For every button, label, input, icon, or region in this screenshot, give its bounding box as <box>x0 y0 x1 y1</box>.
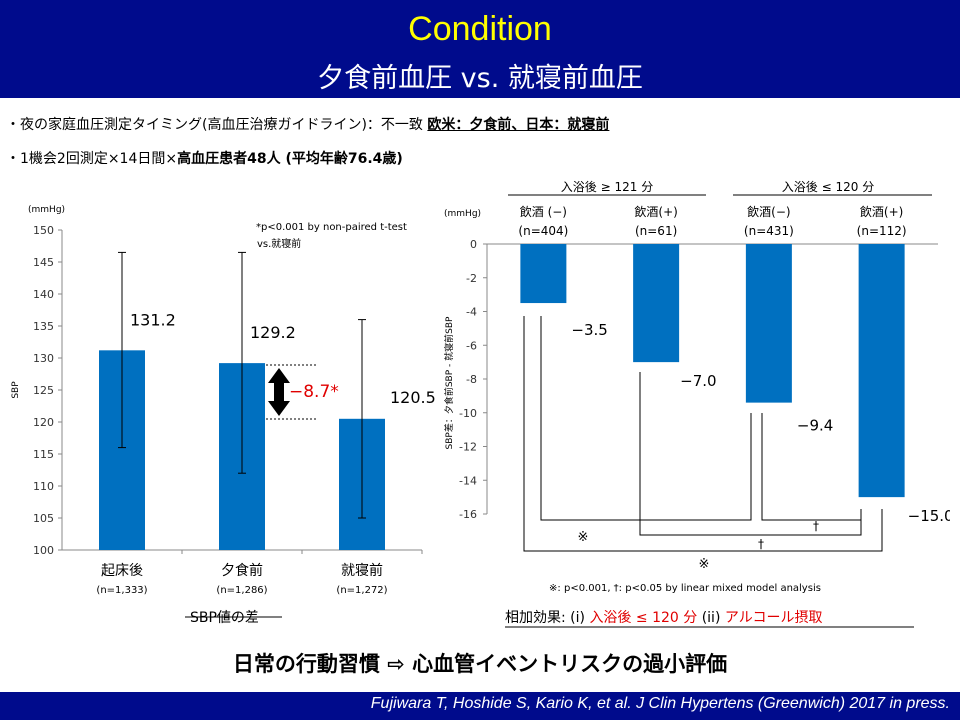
bracket-1-4 <box>523 316 883 552</box>
right-bar-chart: (mmHg) SBP差：夕食前SBP - 就寝前SBP 入浴後 ≥ 121 分 … <box>443 180 950 628</box>
page-title: Condition <box>408 10 552 48</box>
title-bar: Condition 夕食前血圧 vs. 就寝前血圧 <box>0 0 960 98</box>
left-category-label: 夕食前 <box>221 562 263 579</box>
left-y-tick-label: 115 <box>33 448 54 461</box>
right-caption-prefix: 相加効果: (i) <box>505 610 589 626</box>
left-value-label: 131.2 <box>130 310 176 329</box>
right-value-label: −9.4 <box>797 417 833 435</box>
citation: Fujiwara T, Hoshide S, Kario K, et al. J… <box>370 695 950 712</box>
right-unit-label: (mmHg) <box>444 209 481 219</box>
left-y-axis-label: SBP <box>11 381 21 399</box>
left-value-label: 129.2 <box>250 323 296 342</box>
right-n-label: (n=431) <box>744 224 794 238</box>
bullet-2-emphasis: 高血圧患者48人 (平均年齢76.4歳) <box>177 151 403 167</box>
bracket-1-3 <box>540 316 752 521</box>
right-caption-red1: 入浴後 ≤ 120 分 <box>589 610 697 626</box>
right-y-tick-label: 0 <box>470 238 477 251</box>
right-caption-mid: (ii) <box>697 610 725 626</box>
left-unit-label: (mmHg) <box>28 205 65 215</box>
bracket-3-4 <box>761 413 862 521</box>
right-y-tick-label: -8 <box>466 373 477 386</box>
right-y-tick-label: -6 <box>466 339 477 352</box>
right-bar <box>745 244 792 403</box>
right-caption-red2: アルコール摂取 <box>725 610 823 626</box>
left-n-label: (n=1,286) <box>216 585 267 596</box>
left-category-label: 就寝前 <box>341 562 383 579</box>
bullet-1-text: ・夜の家庭血圧測定タイミング(高血圧治療ガイドライン)：不一致 <box>6 117 423 133</box>
right-y-axis-label: SBP差：夕食前SBP - 就寝前SBP <box>443 316 455 449</box>
left-y-tick-label: 105 <box>33 512 54 525</box>
left-caption: SBP値の差 <box>190 610 259 626</box>
left-n-label: (n=1,333) <box>96 585 147 596</box>
left-y-tick-label: 125 <box>33 384 54 397</box>
left-category-label: 起床後 <box>101 563 143 579</box>
right-value-label: −15.0 <box>908 507 950 525</box>
left-chart-content: (mmHg) SBP *p<0.001 by non-paired t-test… <box>11 205 436 626</box>
right-y-tick-label: -10 <box>459 407 477 420</box>
right-bar <box>858 244 905 498</box>
diff-label: −8.7* <box>289 382 339 402</box>
conclusion: 日常の行動習慣 ⇨ 心血管イベントリスクの過小評価 <box>232 652 728 676</box>
left-y-tick-label: 145 <box>33 256 54 269</box>
bracket-2-4 <box>639 372 862 536</box>
diff-arrow <box>268 368 290 416</box>
right-bar <box>520 244 567 304</box>
left-y-tick-label: 135 <box>33 320 54 333</box>
right-n-label: (n=61) <box>635 224 677 238</box>
left-bar-chart: (mmHg) SBP *p<0.001 by non-paired t-test… <box>11 205 436 626</box>
right-footnote: ※: p<0.001, †: p<0.05 by linear mixed mo… <box>549 583 821 594</box>
right-y-tick-label: -12 <box>459 441 477 454</box>
bullet-2: ・1機会2回測定×14日間×高血圧患者48人 (平均年齢76.4歳) <box>6 148 403 168</box>
right-chart-content: (mmHg) SBP差：夕食前SBP - 就寝前SBP 入浴後 ≥ 121 分 … <box>443 180 950 628</box>
right-category-label: 飲酒(+) <box>634 204 677 219</box>
right-y-tick-label: -16 <box>459 508 477 521</box>
right-category-label: 飲酒(−) <box>747 204 790 219</box>
bullet-1: ・夜の家庭血圧測定タイミング(高血圧治療ガイドライン)：不一致 欧米：夕食前、日… <box>6 114 609 134</box>
left-note-line2: vs.就寝前 <box>257 237 301 250</box>
right-bar <box>633 244 680 363</box>
left-note-line1: *p<0.001 by non-paired t-test <box>256 222 407 233</box>
sig-mark-2-4: † <box>758 537 764 551</box>
right-category-label: 飲酒(+) <box>860 204 903 219</box>
left-y-tick-label: 100 <box>33 544 54 557</box>
left-n-label: (n=1,272) <box>336 585 387 596</box>
right-value-label: −3.5 <box>571 321 607 339</box>
sig-mark-1-4: ※ <box>699 557 710 572</box>
page-subtitle: 夕食前血圧 vs. 就寝前血圧 <box>317 63 643 94</box>
bullet-2-text: ・1機会2回測定×14日間× <box>6 151 178 167</box>
citation-bar: Fujiwara T, Hoshide S, Kario K, et al. J… <box>0 692 960 720</box>
right-caption: 相加効果: (i) 入浴後 ≤ 120 分 (ii) アルコール摂取 <box>505 610 822 626</box>
sig-mark-1-3: ※ <box>578 530 589 545</box>
left-y-tick-label: 140 <box>33 288 54 301</box>
group1-label: 入浴後 ≥ 121 分 <box>561 180 653 194</box>
right-category-label: 飲酒 (−) <box>520 204 567 219</box>
right-value-label: −7.0 <box>680 372 716 390</box>
left-y-tick-label: 110 <box>33 480 54 493</box>
right-y-tick-label: -4 <box>466 306 477 319</box>
left-y-tick-label: 130 <box>33 352 54 365</box>
right-y-tick-label: -14 <box>459 474 477 487</box>
left-y-tick-label: 120 <box>33 416 54 429</box>
right-n-label: (n=404) <box>518 224 568 238</box>
right-n-label: (n=112) <box>857 224 907 238</box>
group2-label: 入浴後 ≤ 120 分 <box>782 180 874 194</box>
left-value-label: 120.5 <box>390 388 436 407</box>
right-y-tick-label: -2 <box>466 272 477 285</box>
bullet-1-emphasis: 欧米：夕食前、日本：就寝前 <box>427 117 610 133</box>
left-y-tick-label: 150 <box>33 224 54 237</box>
sig-mark-3-4: † <box>813 519 819 533</box>
